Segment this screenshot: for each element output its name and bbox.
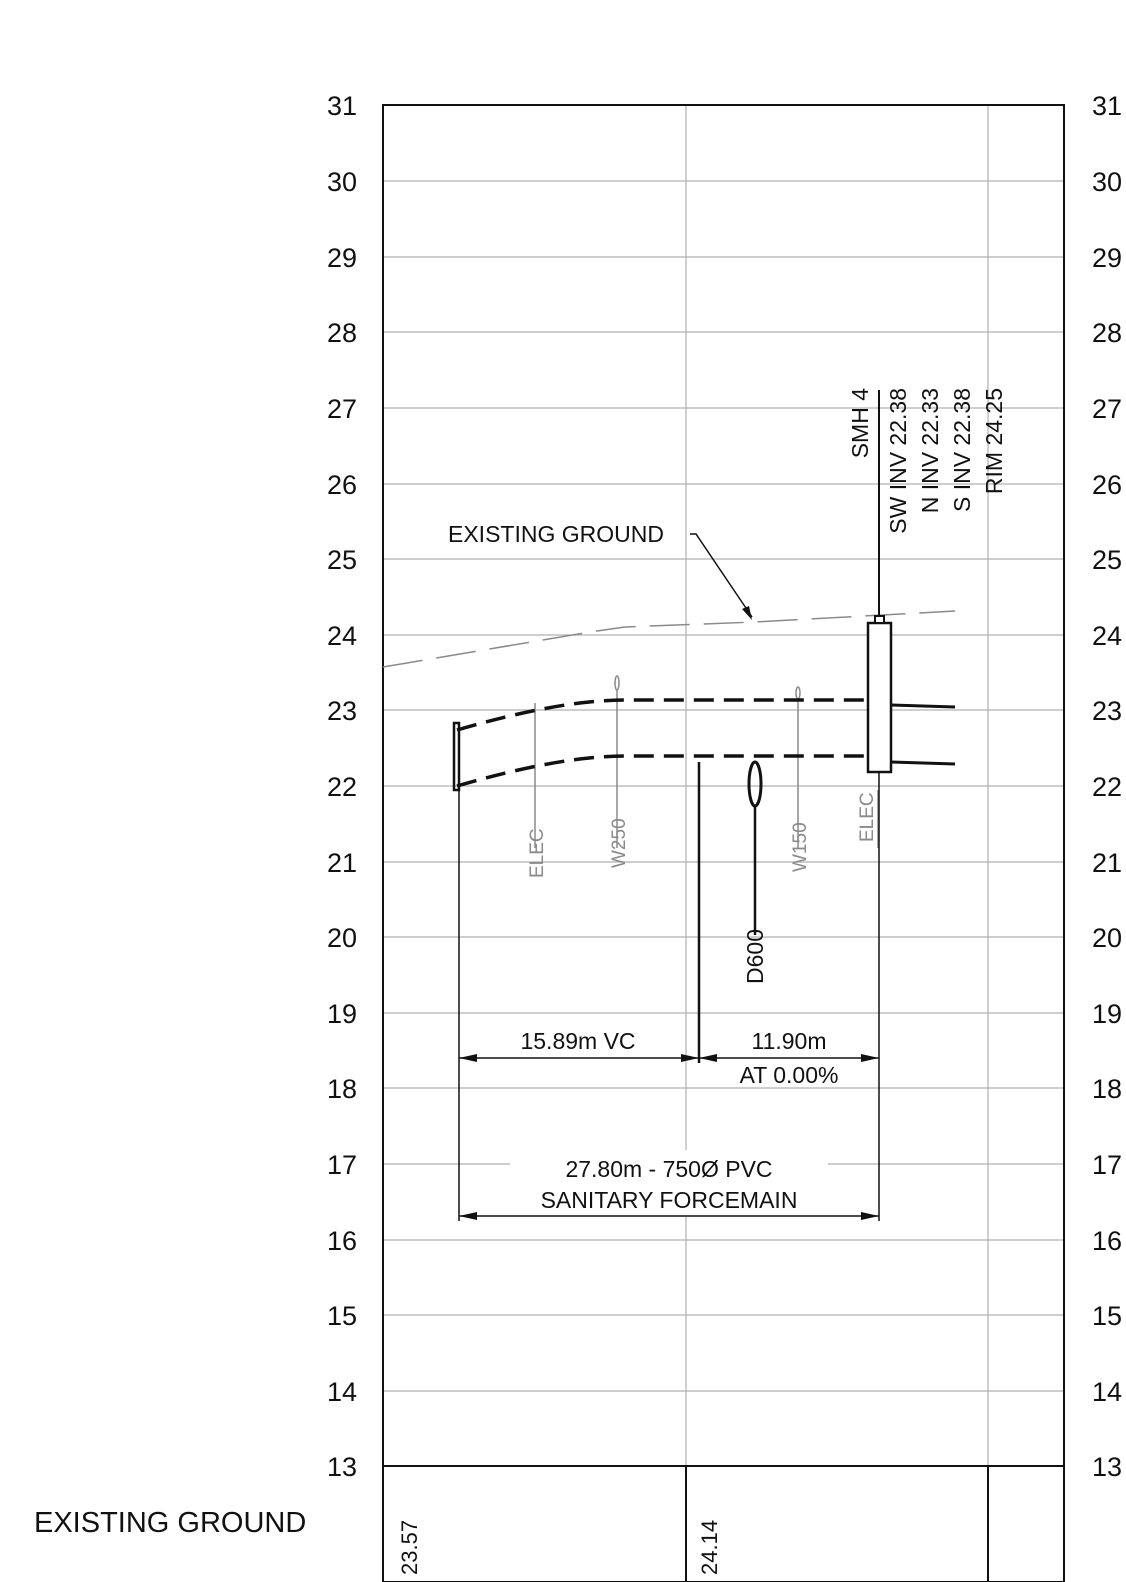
elev-label-left: 26 bbox=[327, 470, 357, 500]
elev-label-right: 16 bbox=[1092, 1226, 1122, 1256]
elev-label-right: 21 bbox=[1092, 848, 1122, 878]
elev-label-right: 26 bbox=[1092, 470, 1122, 500]
dim-label-segment-slope: AT 0.00% bbox=[740, 1062, 839, 1088]
outlet-pipe-top bbox=[890, 703, 956, 709]
elev-label-left: 31 bbox=[327, 91, 357, 121]
existing-ground-arrow-icon bbox=[742, 606, 752, 620]
dim-label-vc: 15.89m VC bbox=[520, 1028, 635, 1054]
elev-label-right: 22 bbox=[1092, 772, 1122, 802]
table-row-label: EXISTING GROUND bbox=[34, 1507, 306, 1539]
elev-label-left: 24 bbox=[327, 621, 357, 651]
elev-label-right: 29 bbox=[1092, 243, 1122, 273]
utility-label-elec-2: ELEC bbox=[857, 792, 878, 842]
elev-label-left: 29 bbox=[327, 243, 357, 273]
dim-label-total-line1: 27.80m - 750Ø PVC bbox=[565, 1156, 772, 1182]
arrow-right-icon bbox=[861, 1212, 879, 1220]
elev-label-left: 25 bbox=[327, 545, 357, 575]
elev-label-left: 19 bbox=[327, 999, 357, 1029]
d600-pipe-ellipse bbox=[747, 760, 763, 808]
elev-label-left: 27 bbox=[327, 394, 357, 424]
elev-label-right: 17 bbox=[1092, 1150, 1122, 1180]
manhole-rim-cap bbox=[874, 615, 885, 624]
elev-label-left: 16 bbox=[327, 1226, 357, 1256]
forcemain-pipe bbox=[456, 698, 868, 788]
utility-label-d600: D600 bbox=[742, 929, 768, 984]
elev-label-left: 22 bbox=[327, 772, 357, 802]
arrow-left-icon bbox=[459, 1054, 477, 1062]
elev-label-left: 20 bbox=[327, 923, 357, 953]
existing-ground-label: EXISTING GROUND bbox=[448, 521, 664, 547]
total-label-mask bbox=[510, 1150, 828, 1216]
elev-label-right: 25 bbox=[1092, 545, 1122, 575]
elev-label-right: 28 bbox=[1092, 318, 1122, 348]
manhole-name: SMH 4 bbox=[847, 388, 873, 459]
profile-frame bbox=[382, 104, 1065, 1582]
left-elevation-axis: 31 30 29 28 27 26 25 24 23 22 21 20 19 1… bbox=[327, 91, 357, 1482]
manhole-detail: SW INV 22.38 bbox=[885, 388, 911, 534]
elev-label-left: 14 bbox=[327, 1377, 357, 1407]
arrow-left-icon bbox=[699, 1054, 717, 1062]
elev-label-right: 24 bbox=[1092, 621, 1122, 651]
elev-label-left: 15 bbox=[327, 1301, 357, 1331]
elev-label-right: 31 bbox=[1092, 91, 1122, 121]
utility-label-w250: W250 bbox=[609, 818, 630, 868]
dim-label-total-line2: SANITARY FORCEMAIN bbox=[541, 1187, 798, 1213]
table-value: 24.14 bbox=[697, 1520, 722, 1575]
pipe-end-cap bbox=[452, 721, 461, 792]
elev-label-right: 15 bbox=[1092, 1301, 1122, 1331]
elev-label-right: 23 bbox=[1092, 696, 1122, 726]
table-value: 23.57 bbox=[397, 1520, 422, 1575]
elev-label-right: 13 bbox=[1092, 1452, 1122, 1482]
elev-label-right: 18 bbox=[1092, 1074, 1122, 1104]
dim-label-segment-length: 11.90m bbox=[751, 1028, 826, 1054]
right-elevation-axis: 31 30 29 28 27 26 25 24 23 22 21 20 19 1… bbox=[1092, 91, 1122, 1482]
elev-label-right: 20 bbox=[1092, 923, 1122, 953]
manhole-detail: S INV 22.38 bbox=[949, 388, 975, 512]
utility-label-elec-1: ELEC bbox=[527, 828, 548, 878]
elev-label-left: 30 bbox=[327, 167, 357, 197]
elev-label-right: 14 bbox=[1092, 1377, 1122, 1407]
elev-label-left: 17 bbox=[327, 1150, 357, 1180]
elev-label-right: 27 bbox=[1092, 394, 1122, 424]
manhole-detail: RIM 24.25 bbox=[981, 388, 1007, 494]
outlet-pipe-bottom bbox=[890, 760, 956, 766]
existing-ground-leader bbox=[690, 533, 753, 618]
utility-label-w150: W150 bbox=[790, 822, 811, 872]
elev-label-right: 30 bbox=[1092, 167, 1122, 197]
existing-ground-line bbox=[382, 610, 956, 668]
arrow-left-icon bbox=[459, 1212, 477, 1220]
arrow-right-icon bbox=[681, 1054, 699, 1062]
elev-label-left: 28 bbox=[327, 318, 357, 348]
elev-label-left: 13 bbox=[327, 1452, 357, 1482]
grid-lines bbox=[383, 105, 1064, 1466]
elev-label-right: 19 bbox=[1092, 999, 1122, 1029]
elev-label-left: 21 bbox=[327, 848, 357, 878]
elev-label-left: 23 bbox=[327, 696, 357, 726]
manhole-detail: N INV 22.33 bbox=[917, 388, 943, 513]
elev-label-left: 18 bbox=[327, 1074, 357, 1104]
arrow-right-icon bbox=[861, 1054, 879, 1062]
utility-crossings bbox=[534, 675, 879, 848]
manhole-smh4 bbox=[866, 621, 893, 774]
